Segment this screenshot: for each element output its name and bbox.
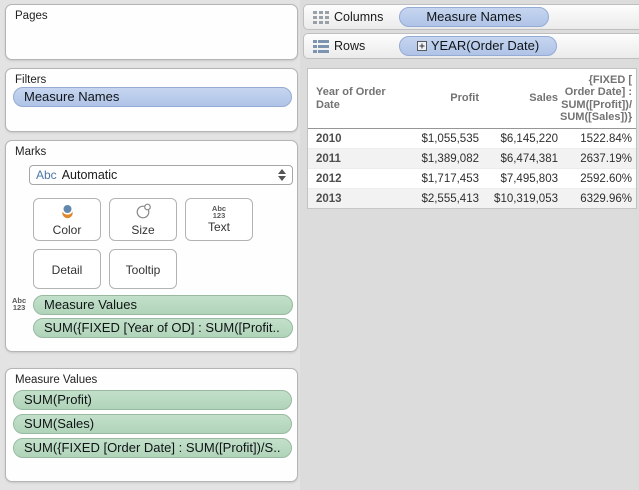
- size-icon: [135, 203, 152, 222]
- table-cell[interactable]: $6,145,220: [500, 132, 558, 145]
- table-row: 2011 $1,389,082 $6,474,381 2637.19%: [308, 148, 636, 168]
- measure-pill-sum-sales[interactable]: SUM(Sales): [13, 414, 292, 434]
- expand-plus-icon[interactable]: [416, 41, 427, 51]
- header-year-of-order-date[interactable]: Year of Order Date: [316, 86, 386, 111]
- row-header-cell[interactable]: 2012: [316, 172, 342, 185]
- tooltip-label: Tooltip: [125, 262, 161, 277]
- table-row: 2012 $1,717,453 $7,495,803 2592.60%: [308, 168, 636, 188]
- row-header-cell[interactable]: 2013: [316, 192, 342, 205]
- header-profit[interactable]: Profit: [450, 92, 479, 105]
- table-cell[interactable]: $10,319,053: [494, 192, 558, 205]
- row-header-cell[interactable]: 2010: [316, 132, 342, 145]
- size-label: Size: [131, 222, 155, 237]
- color-icon: [59, 202, 76, 222]
- detail-label: Detail: [51, 262, 83, 277]
- tooltip-button[interactable]: Tooltip: [109, 249, 177, 289]
- marks-pill-measure-values[interactable]: Measure Values: [33, 295, 293, 315]
- table-cell[interactable]: $7,495,803: [500, 172, 558, 185]
- measure-pill-fixed-calc[interactable]: SUM({FIXED [Order Date] : SUM([Profit])/…: [13, 438, 292, 458]
- measure-values-title: Measure Values: [15, 374, 98, 386]
- marks-title: Marks: [15, 146, 47, 158]
- abc-icon: Abc: [36, 168, 57, 182]
- abc-123-icon: Abc 123: [211, 204, 227, 220]
- columns-icon: [313, 11, 329, 29]
- marks-card[interactable]: Marks Abc Automatic Color: [5, 140, 298, 352]
- crosstab-view: Year of Order Date Profit Sales {FIXED […: [307, 68, 637, 209]
- table-cell[interactable]: 2592.60%: [580, 172, 632, 185]
- detail-button[interactable]: Detail: [33, 249, 101, 289]
- abc-123-icon: Abc 123: [12, 296, 27, 312]
- table-cell[interactable]: 2637.19%: [580, 152, 632, 165]
- size-button[interactable]: Size: [109, 198, 177, 241]
- table-cell[interactable]: $1,389,082: [421, 152, 479, 165]
- marks-pill-fixed-calc[interactable]: SUM({FIXED [Year of OD] : SUM([Profit..: [33, 318, 293, 338]
- table-cell[interactable]: $2,555,413: [421, 192, 479, 205]
- table-bottom-border: [308, 208, 636, 214]
- rows-label: Rows: [334, 39, 366, 53]
- filter-pill-measure-names[interactable]: Measure Names: [13, 87, 292, 107]
- rows-shelf[interactable]: Rows YEAR(Order Date): [303, 33, 639, 59]
- columns-pill-measure-names[interactable]: Measure Names: [399, 7, 549, 27]
- measure-pill-sum-profit[interactable]: SUM(Profit): [13, 390, 292, 410]
- header-sales[interactable]: Sales: [529, 92, 558, 105]
- columns-label: Columns: [334, 10, 384, 24]
- table-cell[interactable]: 1522.84%: [580, 132, 632, 145]
- color-label: Color: [52, 222, 82, 237]
- filters-shelf[interactable]: Filters Measure Names: [5, 68, 298, 132]
- color-button[interactable]: Color: [33, 198, 101, 241]
- table-row: 2010 $1,055,535 $6,145,220 1522.84%: [308, 129, 636, 148]
- table-header-row: Year of Order Date Profit Sales {FIXED […: [308, 69, 636, 129]
- text-label: Text: [207, 220, 230, 234]
- table-cell[interactable]: 6329.96%: [580, 192, 632, 205]
- stepper-icon[interactable]: [278, 169, 286, 181]
- mark-type-dropdown[interactable]: Abc Automatic: [29, 165, 293, 185]
- table-cell[interactable]: $1,717,453: [421, 172, 479, 185]
- text-button[interactable]: Abc 123 Text: [185, 198, 253, 241]
- table-cell[interactable]: $6,474,381: [500, 152, 558, 165]
- rows-pill-year-order-date[interactable]: YEAR(Order Date): [399, 36, 557, 56]
- columns-shelf[interactable]: Columns Measure Names: [303, 4, 639, 30]
- rows-icon: [313, 40, 329, 58]
- mark-type-value: Automatic: [61, 168, 118, 182]
- table-row: 2013 $2,555,413 $10,319,053 6329.96%: [308, 188, 636, 208]
- measure-values-card[interactable]: Measure Values SUM(Profit) SUM(Sales) SU…: [5, 368, 298, 482]
- filters-title: Filters: [15, 74, 47, 86]
- pages-title: Pages: [15, 10, 48, 22]
- pages-shelf[interactable]: Pages: [5, 4, 298, 60]
- header-fixed-calc[interactable]: {FIXED [ Order Date] : SUM([Profit])/ SU…: [560, 73, 633, 124]
- row-header-cell[interactable]: 2011: [316, 152, 341, 165]
- table-cell[interactable]: $1,055,535: [421, 132, 479, 145]
